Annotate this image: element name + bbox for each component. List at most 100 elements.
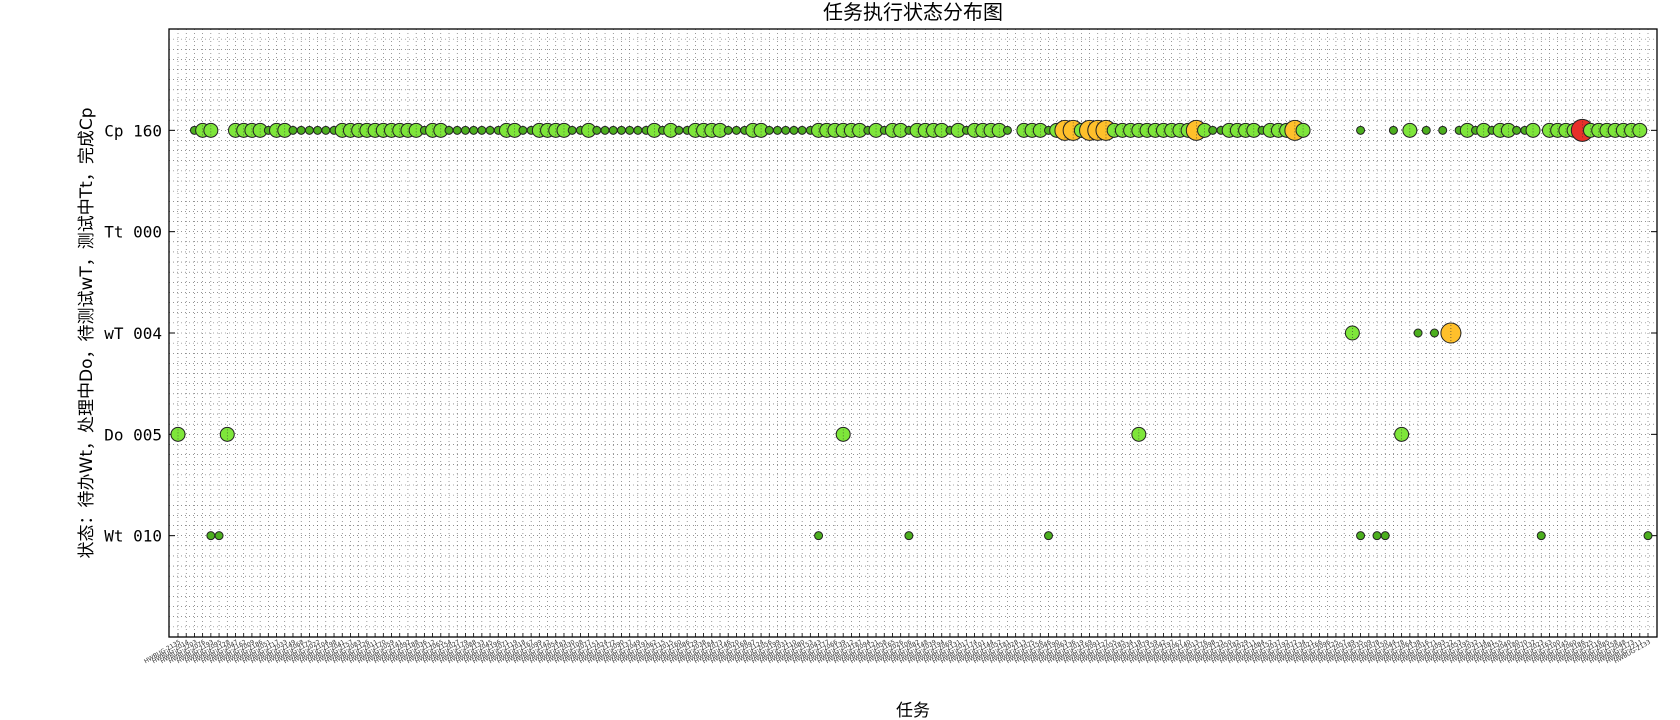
data-point bbox=[731, 125, 741, 135]
data-point bbox=[633, 125, 643, 135]
data-point bbox=[835, 426, 851, 442]
data-point bbox=[1131, 426, 1147, 442]
data-point bbox=[296, 125, 306, 135]
point-marker-medium bbox=[219, 426, 235, 442]
data-point bbox=[600, 125, 610, 135]
data-point bbox=[592, 125, 602, 135]
data-point bbox=[797, 125, 807, 135]
point-marker-small bbox=[296, 125, 306, 135]
data-point bbox=[1394, 426, 1410, 442]
point-marker-small bbox=[625, 125, 635, 135]
y-tick-label: Tt 000 bbox=[104, 223, 162, 242]
point-marker-medium bbox=[203, 122, 219, 138]
point-marker-small bbox=[600, 125, 610, 135]
data-point bbox=[1380, 531, 1390, 541]
data-point bbox=[203, 122, 219, 138]
data-point bbox=[567, 125, 577, 135]
point-marker-medium bbox=[170, 426, 186, 442]
point-marker-small bbox=[1372, 531, 1382, 541]
point-marker-small bbox=[1002, 125, 1012, 135]
data-point bbox=[1402, 122, 1418, 138]
data-point bbox=[625, 125, 635, 135]
data-point bbox=[469, 125, 479, 135]
data-point bbox=[789, 125, 799, 135]
point-marker-small bbox=[1044, 531, 1054, 541]
x-axis-ticks: HWBUG-2135HWBUG-2014HWBUG-2203HWBUG-2076… bbox=[143, 633, 1652, 665]
data-point bbox=[1044, 531, 1054, 541]
point-marker-small bbox=[321, 125, 331, 135]
data-point bbox=[1525, 122, 1541, 138]
data-point bbox=[674, 125, 684, 135]
point-marker-small bbox=[452, 125, 462, 135]
point-marker-small bbox=[460, 125, 470, 135]
data-point bbox=[1002, 125, 1012, 135]
point-marker-small bbox=[731, 125, 741, 135]
data-point bbox=[485, 125, 495, 135]
data-point bbox=[1536, 531, 1546, 541]
data-point bbox=[214, 531, 224, 541]
point-marker-medium bbox=[1525, 122, 1541, 138]
point-marker-small bbox=[313, 125, 323, 135]
data-point bbox=[1421, 125, 1431, 135]
point-marker-small bbox=[608, 125, 618, 135]
point-marker-small bbox=[1429, 328, 1439, 338]
chart-title: 任务执行状态分布图 bbox=[823, 0, 1003, 24]
point-marker-small bbox=[518, 125, 528, 135]
point-marker-medium bbox=[1394, 426, 1410, 442]
data-point bbox=[904, 531, 914, 541]
data-point bbox=[1632, 122, 1648, 138]
y-tick-label: Do 005 bbox=[104, 425, 162, 444]
y-tick-label: Cp 160 bbox=[104, 121, 162, 140]
data-point bbox=[452, 125, 462, 135]
point-marker-small bbox=[1643, 531, 1653, 541]
data-point bbox=[1356, 531, 1366, 541]
point-marker-small bbox=[214, 531, 224, 541]
point-marker-medium bbox=[1131, 426, 1147, 442]
point-marker-small bbox=[1380, 531, 1390, 541]
data-point bbox=[170, 426, 186, 442]
data-point bbox=[1512, 125, 1522, 135]
point-marker-small bbox=[1208, 125, 1218, 135]
data-point bbox=[1295, 122, 1311, 138]
point-marker-small bbox=[1388, 125, 1398, 135]
point-marker-small bbox=[674, 125, 684, 135]
data-point bbox=[1372, 531, 1382, 541]
point-marker-medium bbox=[1295, 122, 1311, 138]
point-marker-small bbox=[772, 125, 782, 135]
data-point bbox=[616, 125, 626, 135]
data-point bbox=[723, 125, 733, 135]
point-marker-medium bbox=[835, 426, 851, 442]
point-marker-small bbox=[789, 125, 799, 135]
y-axis-label: 状态：待办Wt，处理中Do，待测试wT，测试中Tt，完成Cp bbox=[77, 108, 97, 559]
point-marker-small bbox=[814, 531, 824, 541]
point-marker-small bbox=[444, 125, 454, 135]
point-marker-small bbox=[477, 125, 487, 135]
data-point bbox=[1440, 322, 1462, 344]
data-point bbox=[206, 531, 216, 541]
point-marker-large bbox=[1440, 322, 1462, 344]
point-marker-small bbox=[764, 125, 774, 135]
point-marker-small bbox=[304, 125, 314, 135]
point-marker-small bbox=[592, 125, 602, 135]
point-marker-medium bbox=[1402, 122, 1418, 138]
point-marker-small bbox=[797, 125, 807, 135]
point-marker-small bbox=[904, 531, 914, 541]
y-axis-ticks: Wt 010 Do 005 wT 004 Tt 000 Cp 160 bbox=[104, 121, 1657, 546]
point-marker-small bbox=[1512, 125, 1522, 135]
data-point bbox=[1344, 325, 1360, 341]
point-marker-small bbox=[633, 125, 643, 135]
data-point bbox=[219, 426, 235, 442]
data-point bbox=[304, 125, 314, 135]
point-marker-small bbox=[288, 125, 298, 135]
data-point bbox=[313, 125, 323, 135]
data-point bbox=[764, 125, 774, 135]
point-marker-medium bbox=[1632, 122, 1648, 138]
point-marker-small bbox=[1356, 531, 1366, 541]
data-point bbox=[288, 125, 298, 135]
data-point bbox=[1208, 125, 1218, 135]
data-point bbox=[1413, 328, 1423, 338]
data-points bbox=[170, 118, 1653, 541]
data-point bbox=[518, 125, 528, 135]
